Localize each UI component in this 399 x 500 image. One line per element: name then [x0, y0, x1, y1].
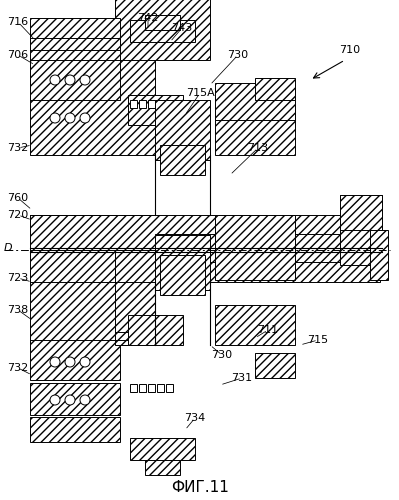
Bar	[215, 215, 295, 280]
Circle shape	[50, 113, 60, 123]
Text: 732: 732	[7, 143, 29, 153]
Bar	[30, 248, 380, 282]
Bar	[128, 315, 183, 345]
Text: 715А: 715А	[186, 88, 214, 98]
Text: 742: 742	[137, 13, 159, 23]
Bar	[155, 248, 375, 262]
Circle shape	[80, 113, 90, 123]
Text: 720: 720	[7, 210, 29, 220]
Text: 706: 706	[8, 50, 29, 60]
Bar	[166, 384, 173, 392]
Text: 716: 716	[8, 17, 29, 27]
Bar	[115, 0, 210, 60]
Bar	[130, 100, 137, 108]
Bar	[30, 55, 120, 100]
Bar	[160, 255, 205, 295]
Bar	[215, 83, 295, 120]
Bar	[255, 353, 295, 378]
Text: 715: 715	[308, 335, 328, 345]
Bar	[128, 95, 183, 125]
Bar	[30, 250, 155, 345]
Bar	[155, 234, 375, 248]
Text: 710: 710	[340, 45, 361, 55]
Bar	[130, 438, 195, 460]
Bar	[30, 417, 120, 442]
Circle shape	[50, 75, 60, 85]
Bar	[115, 332, 155, 340]
Bar	[215, 90, 295, 155]
Circle shape	[50, 357, 60, 367]
Text: 734: 734	[184, 413, 205, 423]
Bar	[30, 60, 155, 155]
Bar	[130, 384, 137, 392]
Bar	[166, 100, 173, 108]
Bar	[139, 384, 146, 392]
Bar	[30, 340, 120, 380]
Circle shape	[65, 357, 75, 367]
Circle shape	[65, 75, 75, 85]
Bar	[115, 250, 155, 345]
Text: 711: 711	[257, 325, 279, 335]
Bar	[340, 195, 382, 265]
Bar	[370, 230, 388, 280]
Bar	[160, 145, 205, 175]
Circle shape	[50, 395, 60, 405]
Bar	[145, 15, 180, 30]
Bar	[215, 305, 295, 345]
Bar	[30, 383, 120, 415]
Bar	[30, 38, 120, 50]
Circle shape	[80, 75, 90, 85]
Bar	[155, 100, 210, 160]
Bar	[340, 195, 382, 230]
Bar	[139, 100, 146, 108]
Text: 731: 731	[231, 373, 253, 383]
Circle shape	[80, 357, 90, 367]
Bar	[155, 235, 210, 290]
Text: 738: 738	[7, 305, 29, 315]
Bar	[157, 384, 164, 392]
Circle shape	[80, 395, 90, 405]
Text: 723: 723	[7, 273, 29, 283]
Bar	[157, 100, 164, 108]
Bar	[148, 384, 155, 392]
Circle shape	[65, 395, 75, 405]
Text: D: D	[4, 243, 12, 253]
Bar	[30, 18, 120, 60]
Text: 743: 743	[172, 23, 193, 33]
Bar	[148, 100, 155, 108]
Bar	[130, 20, 195, 42]
Text: 730: 730	[227, 50, 249, 60]
Text: ФИГ.11: ФИГ.11	[171, 480, 229, 496]
Text: 730: 730	[211, 350, 233, 360]
Bar	[255, 78, 295, 100]
Bar	[145, 460, 180, 475]
Text: 732: 732	[7, 363, 29, 373]
Bar	[30, 215, 380, 248]
Text: 760: 760	[8, 193, 29, 203]
Circle shape	[65, 113, 75, 123]
Text: 713: 713	[247, 143, 269, 153]
